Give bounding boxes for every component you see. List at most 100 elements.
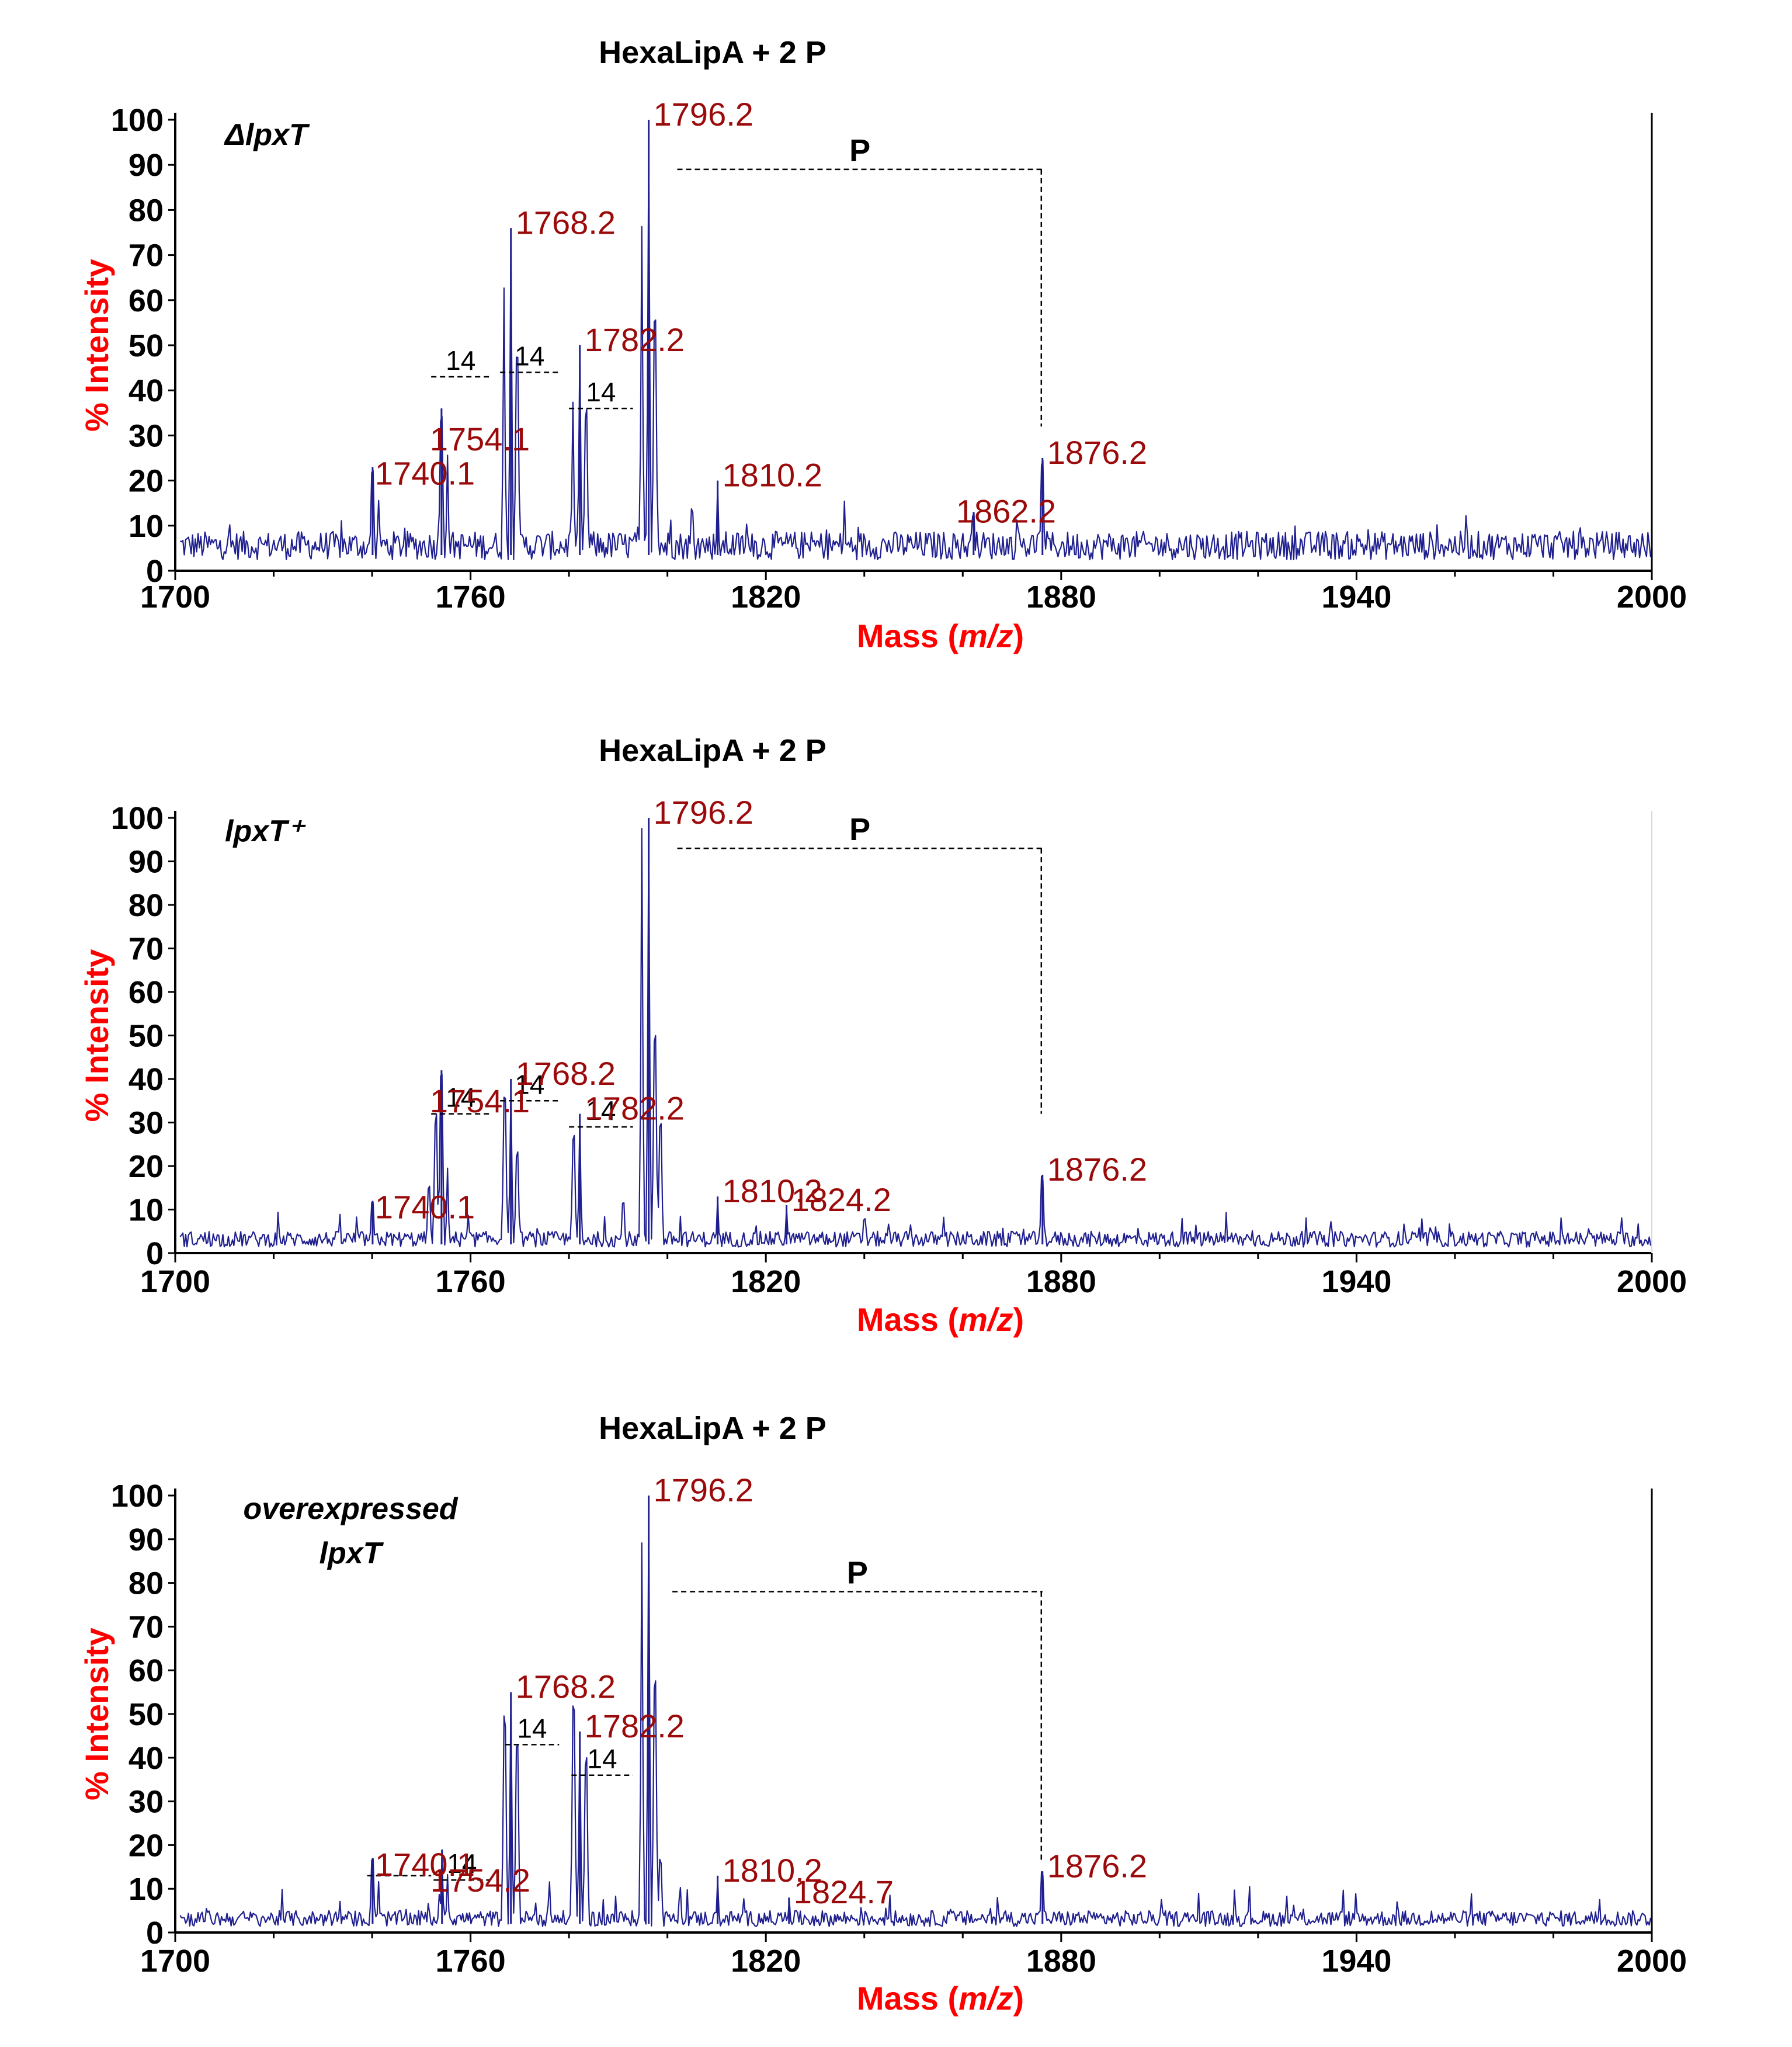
peak-label: 1824.7	[794, 1873, 894, 1910]
x-axis-label-unit: m/z	[958, 1980, 1013, 2017]
x-tick-label: 2000	[1617, 580, 1687, 615]
y-tick-label: 30	[129, 1785, 164, 1820]
x-axis-label-close: )	[1013, 1301, 1025, 1338]
y-tick-label: 10	[129, 1193, 164, 1228]
y-tick-label: 80	[129, 888, 164, 923]
peak-label: 1876.2	[1047, 1151, 1147, 1188]
peak-label: 1796.2	[654, 96, 753, 133]
spectrum-trace	[179, 1514, 1652, 1927]
y-tick-label: 70	[129, 1609, 164, 1644]
y-tick-label: 0	[146, 1236, 164, 1271]
peak-label: 1810.2	[723, 1852, 822, 1889]
mass-difference-label: 14	[586, 1095, 616, 1126]
strain-label: lpxT	[319, 1536, 384, 1570]
x-tick-label: 1880	[1026, 1944, 1096, 1979]
peak-label: 1876.2	[1047, 434, 1147, 471]
x-axis-label-unit: m/z	[958, 617, 1013, 654]
peak-label: 1824.2	[791, 1181, 891, 1218]
x-tick-label: 1700	[140, 580, 210, 615]
mass-difference-label: 14	[517, 1713, 547, 1743]
y-tick-label: 100	[111, 103, 164, 138]
strain-label: overexpressed	[243, 1492, 458, 1526]
peak-label: 1754.2	[430, 1862, 530, 1899]
panel-3: HexaLipA + 2 P % Intensity Mass (m/z) overe…	[78, 1411, 1687, 2017]
x-tick-label: 1940	[1321, 1944, 1391, 1979]
y-tick-label: 70	[129, 932, 164, 967]
x-tick-label: 1820	[731, 580, 801, 615]
x-tick-label: 1820	[731, 1944, 801, 1979]
x-tick-label: 2000	[1617, 1264, 1687, 1299]
y-tick-label: 60	[129, 975, 164, 1010]
x-axis-label-text: Mass (	[857, 1301, 959, 1338]
y-tick-label: 40	[129, 1062, 164, 1097]
spectrum-trace	[179, 147, 1652, 561]
peak-label: 1862.2	[956, 493, 1056, 530]
chart-title: HexaLipA + 2 P	[599, 1411, 826, 1446]
x-axis-label-text: Mass (	[857, 617, 959, 654]
mass-difference-label: 14	[447, 1848, 477, 1879]
y-tick-label: 50	[129, 328, 164, 363]
y-tick-label: 60	[129, 1653, 164, 1688]
strain-label: ΔlpxT	[224, 118, 310, 152]
peak-label: 1754.1	[430, 1083, 530, 1119]
y-tick-label: 60	[129, 283, 164, 318]
x-axis-label: Mass (m/z)	[857, 617, 1024, 654]
x-tick-label: 1760	[436, 1264, 506, 1299]
y-tick-label: 90	[129, 148, 164, 183]
y-tick-label: 20	[129, 1149, 164, 1184]
x-tick-label: 1820	[731, 1264, 801, 1299]
x-tick-label: 2000	[1617, 1944, 1687, 1979]
y-tick-label: 80	[129, 193, 164, 228]
x-axis-label: Mass (m/z)	[857, 1980, 1024, 2017]
peak-label: 1754.1	[430, 421, 530, 457]
y-tick-label: 0	[146, 1916, 164, 1951]
panel-1: HexaLipA + 2 P % Intensity Mass (m/z) ΔlpxT…	[78, 35, 1687, 654]
x-tick-label: 1940	[1321, 1264, 1391, 1299]
panel-2: HexaLipA + 2 P % Intensity Mass (m/z) lpxT⁺…	[78, 733, 1687, 1338]
y-tick-label: 90	[129, 845, 164, 880]
peak-label: 1810.2	[723, 457, 822, 494]
y-tick-label: 10	[129, 1872, 164, 1907]
chart-title: HexaLipA + 2 P	[599, 733, 826, 768]
spectrum-trace	[179, 828, 1652, 1248]
peak-label: 1782.2	[585, 1708, 685, 1744]
y-tick-label: 90	[129, 1522, 164, 1557]
mass-difference-label: 14	[586, 377, 616, 407]
peak-label: 1782.2	[585, 1090, 685, 1127]
y-tick-label: 40	[129, 373, 164, 408]
phosphate-bracket-label: P	[847, 1556, 868, 1591]
y-tick-label: 50	[129, 1697, 164, 1732]
x-tick-label: 1880	[1026, 580, 1096, 615]
y-tick-label: 50	[129, 1019, 164, 1054]
y-tick-label: 40	[129, 1741, 164, 1776]
y-tick-label: 30	[129, 418, 164, 453]
mass-difference-label: 14	[515, 1069, 544, 1099]
peak-label: 1768.2	[516, 1668, 616, 1705]
mass-difference-label: 14	[515, 341, 544, 371]
peak-label: 1782.2	[585, 321, 685, 358]
peak-label: 1740.1	[375, 454, 475, 491]
chart-title: HexaLipA + 2 P	[599, 35, 826, 70]
y-tick-label: 100	[111, 801, 164, 836]
peak-label: 1740.1	[375, 1189, 475, 1226]
x-axis-label-text: Mass (	[857, 1980, 959, 2017]
x-tick-label: 1760	[436, 580, 506, 615]
y-tick-label: 100	[111, 1479, 164, 1514]
y-tick-label: 30	[129, 1106, 164, 1141]
x-tick-label: 1940	[1321, 580, 1391, 615]
y-axis-label: % Intensity	[78, 259, 115, 432]
x-axis-label-unit: m/z	[958, 1301, 1013, 1338]
peak-label: 1768.2	[516, 204, 616, 241]
peak-label: 1796.2	[654, 1472, 753, 1508]
x-axis-label-close: )	[1013, 617, 1025, 654]
y-tick-label: 10	[129, 509, 164, 544]
x-axis-label: Mass (m/z)	[857, 1301, 1024, 1338]
x-tick-label: 1880	[1026, 1264, 1096, 1299]
x-tick-label: 1760	[436, 1944, 506, 1979]
y-tick-label: 0	[146, 554, 164, 589]
mass-difference-label: 14	[446, 345, 475, 376]
phosphate-bracket-label: P	[849, 133, 870, 168]
mass-difference-label: 14	[446, 1083, 475, 1113]
x-tick-label: 1700	[140, 1264, 210, 1299]
y-tick-label: 20	[129, 464, 164, 499]
